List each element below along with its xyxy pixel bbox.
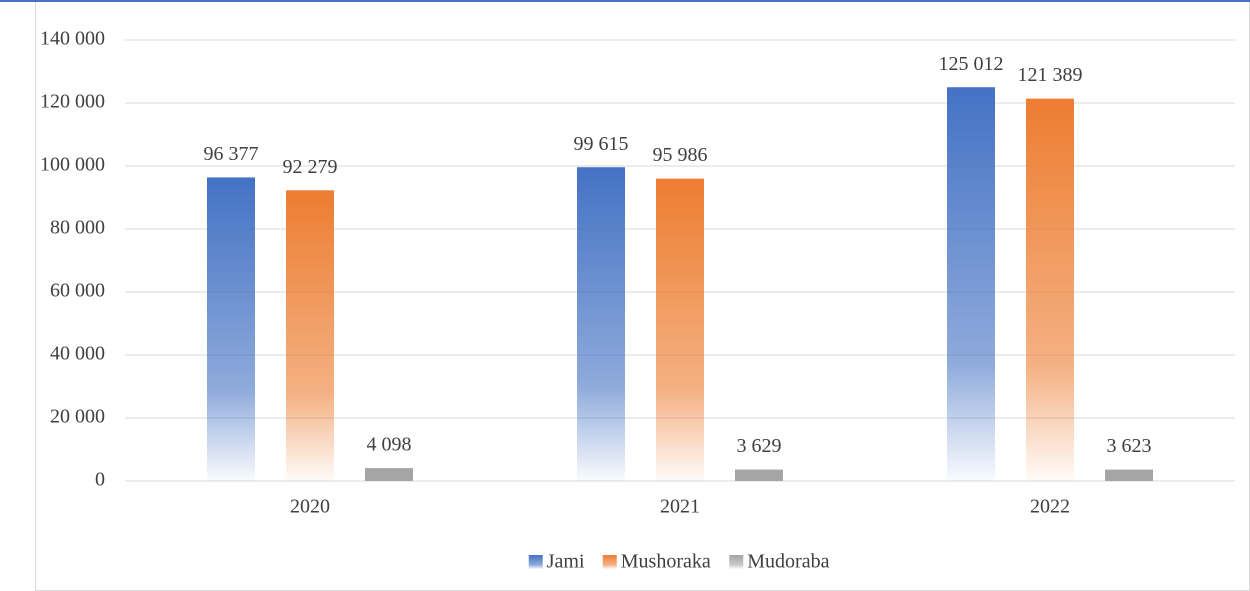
x-tick-label: 2022	[1030, 496, 1070, 518]
bar	[656, 178, 704, 481]
data-label: 99 615	[574, 133, 629, 155]
data-label: 95 986	[653, 144, 708, 166]
y-tick-label: 120 000	[40, 91, 105, 113]
data-label: 3 623	[1107, 435, 1152, 457]
y-tick-label: 0	[95, 469, 105, 491]
data-label: 4 098	[367, 434, 412, 456]
bar	[577, 167, 625, 481]
data-label: 121 389	[1018, 64, 1083, 86]
bar	[1105, 469, 1153, 481]
y-tick-label: 40 000	[50, 343, 105, 365]
bar	[207, 177, 255, 481]
legend-swatch	[602, 555, 617, 569]
legend-label: Mudoraba	[747, 551, 829, 573]
legend-swatch	[528, 555, 543, 569]
x-tick-label: 2021	[660, 496, 700, 518]
legend-label: Mushoraka	[621, 551, 711, 573]
bar	[947, 87, 995, 482]
data-label: 96 377	[204, 143, 259, 165]
data-label: 92 279	[283, 156, 338, 178]
bar	[735, 469, 783, 481]
data-label: 3 629	[737, 435, 782, 457]
y-tick-label: 80 000	[50, 217, 105, 239]
y-tick-label: 20 000	[50, 406, 105, 428]
bar	[1026, 98, 1074, 482]
legend-label: Jami	[547, 551, 585, 573]
bar	[365, 468, 413, 481]
y-tick-label: 60 000	[50, 280, 105, 302]
x-tick-label: 2020	[290, 496, 330, 518]
y-tick-label: 140 000	[40, 28, 105, 50]
data-label: 125 012	[939, 53, 1004, 75]
bar	[286, 190, 334, 481]
y-tick-label: 100 000	[40, 154, 105, 176]
legend-swatch	[729, 555, 744, 569]
